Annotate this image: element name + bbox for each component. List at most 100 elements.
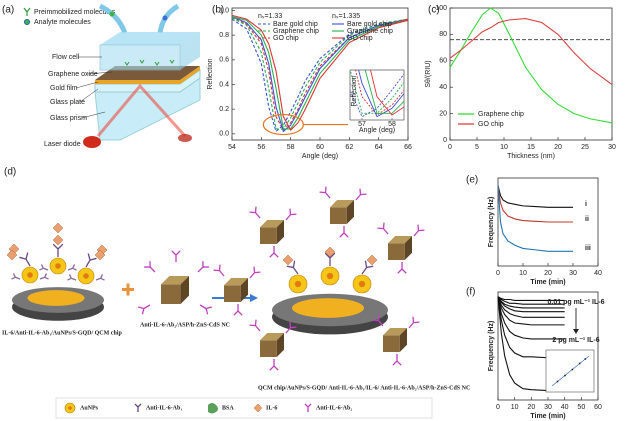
nc-front xyxy=(224,285,241,302)
il6 xyxy=(366,254,378,266)
x-tick-label: 20 xyxy=(527,404,535,411)
series-line xyxy=(497,185,573,208)
series-line xyxy=(497,296,565,305)
antibody xyxy=(249,266,261,279)
aunp-core xyxy=(68,406,72,410)
x-tick-label: 58 xyxy=(287,144,295,151)
series-line xyxy=(497,296,565,359)
antibody xyxy=(85,253,97,268)
part-label: Glass prism xyxy=(50,115,87,122)
x-tick-label: 10 xyxy=(500,144,508,151)
antibody xyxy=(39,264,49,271)
y-tick-label: 0 xyxy=(443,137,447,144)
y-tick-label: 80 xyxy=(439,31,447,38)
antibody xyxy=(197,261,209,273)
molecule-icon xyxy=(23,7,31,16)
leader-lines xyxy=(75,56,113,119)
x-tick-label: 54 xyxy=(228,144,236,151)
aunp-core xyxy=(294,280,302,288)
y-axis-label: Sθ/(RIU) xyxy=(425,60,432,87)
il6 xyxy=(94,249,106,261)
antibody xyxy=(339,226,349,238)
antibody xyxy=(11,273,21,280)
antibody xyxy=(319,186,331,199)
bsa-icon xyxy=(208,403,218,414)
part-label: Graphene oxide xyxy=(48,71,98,78)
antibody xyxy=(361,260,374,275)
annotation: 0.01 pg mL⁻¹ IL-6 xyxy=(548,299,605,306)
x-tick-label: 0 xyxy=(448,144,452,151)
x-tick-label: 66 xyxy=(404,144,412,151)
tube xyxy=(98,3,128,34)
analyte-icon xyxy=(24,19,30,25)
antibody xyxy=(171,250,181,262)
nc-side xyxy=(180,276,189,304)
legend-text: Graphene chip xyxy=(478,111,524,118)
nc-side xyxy=(404,236,412,260)
flow-cell-top xyxy=(100,32,200,45)
aunp-core xyxy=(326,272,334,280)
legend-text: Bare gold chip xyxy=(347,21,392,28)
gold xyxy=(292,298,364,318)
x-tick-label: 50 xyxy=(577,404,585,411)
x-tick-label: 5 xyxy=(475,144,479,151)
panel-label: (a) xyxy=(2,5,14,16)
probe-label: Anti-IL-6-Ab₂/ASP/h-ZnS-CdS NC xyxy=(140,322,230,328)
il6 xyxy=(282,254,294,266)
nc-front xyxy=(330,207,347,224)
nc-top xyxy=(224,278,248,286)
calibration-point xyxy=(556,380,559,383)
antibody xyxy=(408,316,420,329)
nc-side xyxy=(346,200,354,224)
molecules xyxy=(124,59,175,66)
antibody xyxy=(392,354,402,366)
y-tick-label: 0.8 xyxy=(219,32,229,39)
antibody xyxy=(67,274,77,281)
panel-label: (b) xyxy=(212,5,224,16)
nc-top xyxy=(330,200,354,208)
panel-label: (c) xyxy=(428,5,440,16)
calibration-point xyxy=(578,362,581,365)
y-axis-label: Frequency (Hz) xyxy=(488,197,495,248)
tube xyxy=(157,3,180,34)
legend-text: BSA xyxy=(222,405,234,411)
inset-tick-label: 58 xyxy=(388,121,396,128)
y-tick-label: 100 xyxy=(435,5,447,12)
antibody xyxy=(324,252,336,266)
antibody xyxy=(134,403,142,412)
panel-label: (e) xyxy=(466,175,478,186)
laser-diode xyxy=(83,136,101,148)
il6 xyxy=(6,249,18,261)
antibody xyxy=(269,359,279,371)
molecule xyxy=(162,15,168,21)
flow-cell xyxy=(99,44,181,71)
gold-film xyxy=(95,66,200,84)
x-tick-label: 10 xyxy=(519,270,527,277)
nc-top xyxy=(383,328,407,336)
legend-text: Preimmobilized molecules xyxy=(34,9,116,16)
antibody xyxy=(285,321,297,334)
nc-front xyxy=(161,284,181,304)
series-line xyxy=(231,14,409,132)
il6 xyxy=(52,222,64,234)
x-tick-label: 62 xyxy=(345,144,353,151)
legend-text: Graphene chip xyxy=(347,28,393,35)
series-line xyxy=(449,18,613,86)
gold xyxy=(27,290,85,306)
nc-front xyxy=(388,243,405,260)
legend-text: GO chip xyxy=(347,35,373,42)
nc-side xyxy=(399,328,407,352)
inset-y-label: Reflection xyxy=(351,75,358,106)
il6 xyxy=(324,246,336,258)
series-line xyxy=(497,296,565,313)
x-tick-label: 40 xyxy=(594,270,602,277)
antibody xyxy=(67,264,77,271)
nc-side xyxy=(240,278,248,302)
antibody xyxy=(249,206,261,219)
legend-box xyxy=(55,397,433,419)
antibody xyxy=(144,261,156,273)
series-line xyxy=(497,296,565,392)
antibody xyxy=(52,243,64,257)
legend-text: GO chip xyxy=(273,35,299,42)
